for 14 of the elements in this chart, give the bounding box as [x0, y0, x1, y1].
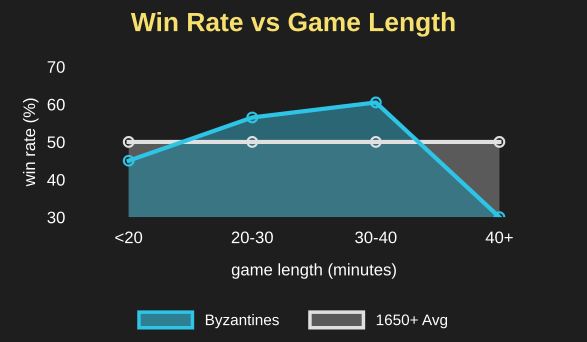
x-tick-label: 20-30: [232, 232, 273, 244]
y-tick-label: 70: [48, 61, 65, 73]
x-tick-label: 30-40: [355, 232, 396, 244]
y-tick-label: 30: [47, 212, 65, 224]
legend-label: 1650+ Avg: [376, 314, 448, 328]
y-tick-label: 40: [47, 174, 65, 186]
x-axis-title: game length (minutes): [232, 263, 396, 279]
x-tick-label: <20: [115, 232, 142, 244]
y-axis-title: win rate (%): [22, 98, 38, 186]
x-tick-label: 40+: [486, 232, 513, 244]
chart-title: Win Rate vs Game Length: [130, 12, 455, 37]
y-tick-label: 60: [48, 98, 65, 111]
legend-label: Byzantines: [206, 314, 279, 328]
y-tick-label: 50: [47, 136, 65, 148]
